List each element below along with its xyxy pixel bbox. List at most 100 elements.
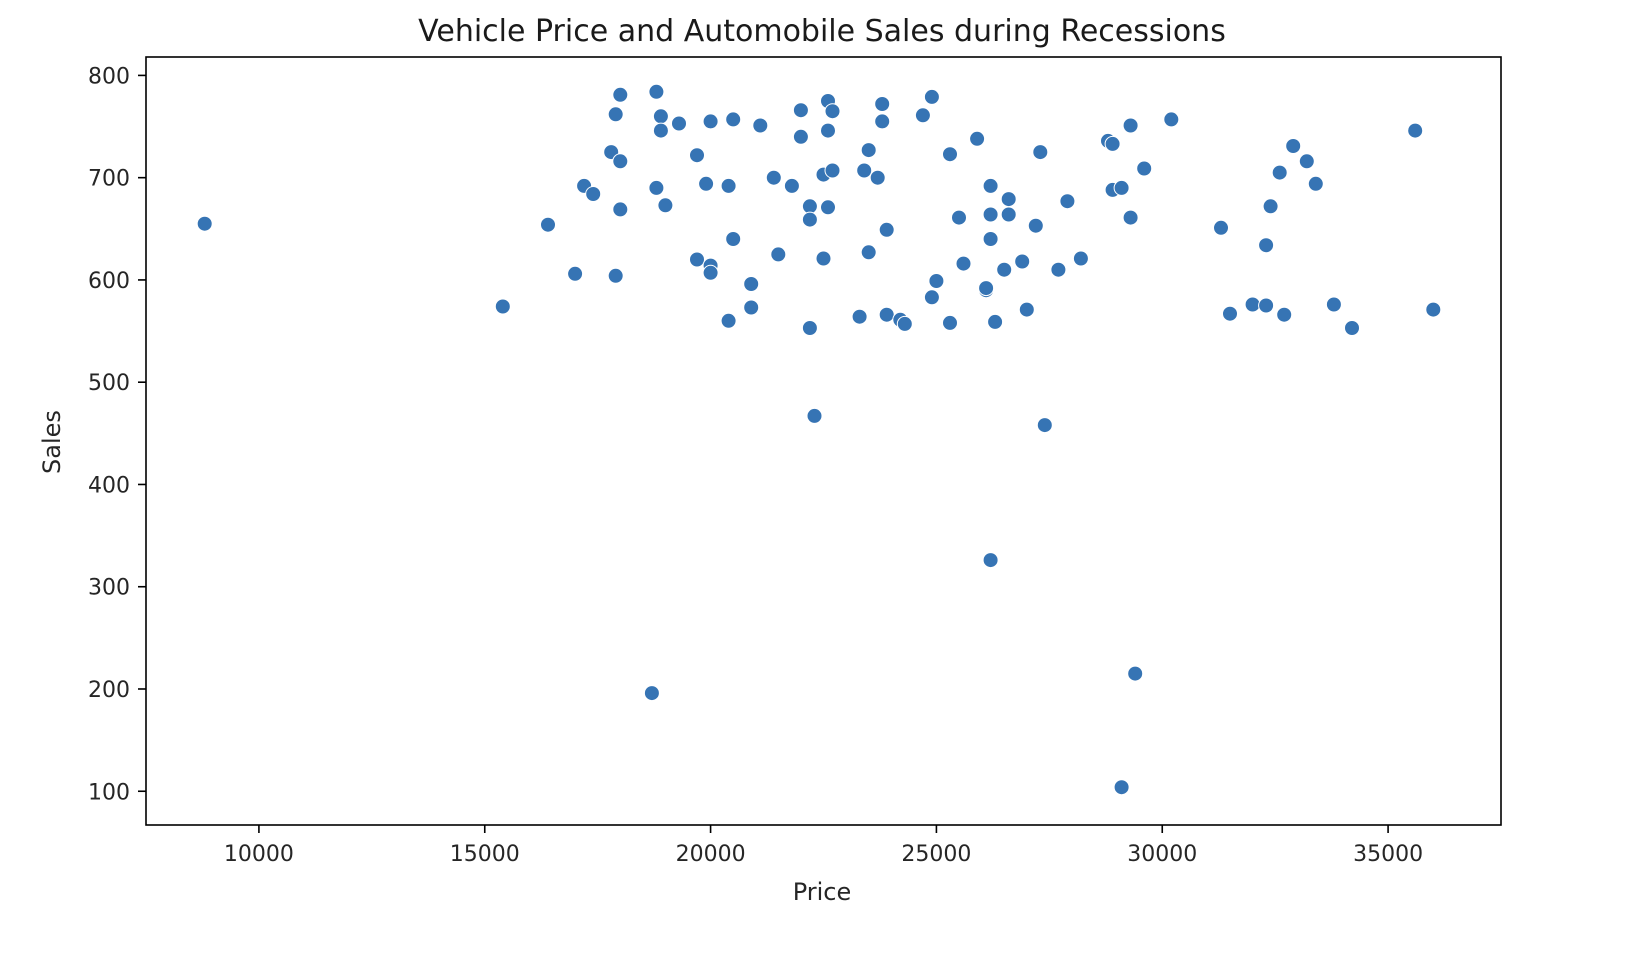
- data-point-1: [494, 298, 511, 315]
- data-point-109: [1407, 122, 1424, 139]
- data-point-21: [698, 175, 715, 192]
- data-point-36: [792, 102, 809, 119]
- data-point-96: [1213, 219, 1229, 236]
- data-point-19: [689, 147, 705, 164]
- data-point-73: [982, 231, 999, 247]
- data-point-62: [928, 273, 945, 289]
- data-point-83: [1050, 261, 1067, 278]
- data-point-110: [1425, 301, 1442, 318]
- data-point-17: [657, 197, 674, 214]
- data-point-18: [671, 115, 687, 132]
- data-point-56: [878, 306, 895, 323]
- y-tick-label-300: 300: [88, 576, 130, 601]
- data-point-90: [1113, 179, 1130, 196]
- data-point-85: [1072, 250, 1089, 267]
- data-point-2: [540, 216, 556, 233]
- data-point-7: [607, 106, 624, 123]
- data-point-79: [1018, 301, 1035, 318]
- data-point-37: [801, 320, 818, 336]
- y-tick-label-500: 500: [88, 371, 130, 396]
- data-point-98: [1244, 296, 1261, 313]
- data-point-94: [1136, 160, 1153, 177]
- x-tick-label-10000: 10000: [224, 842, 294, 867]
- data-point-81: [1032, 144, 1049, 161]
- y-tick-label-100: 100: [88, 780, 130, 805]
- data-point-80: [1027, 217, 1044, 234]
- data-point-91: [1122, 209, 1139, 226]
- data-point-76: [1000, 191, 1017, 208]
- x-tick-label-25000: 25000: [901, 842, 971, 867]
- data-point-11: [612, 201, 629, 218]
- data-point-32: [765, 169, 782, 186]
- data-point-3: [567, 265, 584, 282]
- points-layer: [196, 83, 1442, 796]
- data-point-101: [1262, 198, 1279, 215]
- data-point-65: [951, 209, 967, 226]
- data-point-104: [1285, 138, 1302, 154]
- y-tick-label-800: 800: [88, 64, 130, 89]
- data-point-84: [1059, 193, 1076, 210]
- data-point-31: [752, 117, 769, 134]
- data-point-67: [969, 130, 986, 147]
- data-point-25: [720, 177, 737, 194]
- data-point-27: [725, 111, 742, 128]
- data-point-100: [1258, 237, 1275, 254]
- data-point-22: [702, 113, 719, 130]
- data-point-95: [1163, 111, 1180, 128]
- data-point-102: [1271, 164, 1288, 181]
- x-axis-label: Price: [793, 878, 852, 906]
- data-point-60: [923, 88, 940, 105]
- data-point-30: [743, 299, 760, 316]
- data-point-0: [196, 215, 213, 232]
- data-point-26: [720, 312, 737, 329]
- data-point-34: [783, 177, 800, 194]
- data-point-105: [1298, 153, 1315, 170]
- data-point-10: [612, 153, 629, 170]
- plot-frame: [145, 56, 1502, 826]
- x-tick-label-20000: 20000: [676, 842, 746, 867]
- data-point-59: [914, 107, 931, 124]
- data-point-75: [996, 261, 1013, 278]
- data-point-8: [607, 267, 624, 284]
- data-point-44: [820, 122, 836, 139]
- x-tick-label-30000: 30000: [1127, 842, 1197, 867]
- data-point-71: [982, 552, 999, 569]
- data-point-61: [923, 289, 940, 306]
- data-point-38: [801, 198, 818, 215]
- y-tick-label-400: 400: [88, 473, 130, 498]
- data-point-52: [869, 169, 886, 186]
- chart-title: Vehicle Price and Automobile Sales durin…: [418, 14, 1226, 49]
- data-point-16: [652, 122, 669, 139]
- data-point-15: [652, 108, 669, 125]
- data-point-48: [851, 308, 868, 325]
- data-point-78: [1014, 253, 1031, 270]
- data-point-106: [1307, 175, 1324, 192]
- data-point-12: [643, 685, 660, 702]
- data-point-47: [824, 162, 841, 179]
- data-point-58: [896, 315, 913, 332]
- data-point-13: [648, 179, 665, 196]
- data-point-97: [1222, 305, 1238, 322]
- data-point-103: [1276, 306, 1293, 323]
- data-point-53: [874, 96, 891, 112]
- data-point-24: [702, 264, 719, 281]
- y-tick-label-700: 700: [88, 167, 130, 192]
- data-point-51: [860, 244, 877, 261]
- data-point-93: [1127, 665, 1144, 682]
- y-axis-label: Sales: [38, 410, 66, 474]
- x-tick-label-15000: 15000: [450, 842, 520, 867]
- data-point-33: [770, 246, 787, 263]
- data-point-66: [955, 255, 972, 272]
- data-point-49: [856, 162, 873, 179]
- y-axis: 100 200 300 400 500 600 700 800: [88, 64, 146, 805]
- data-point-39: [801, 211, 818, 228]
- data-point-20: [689, 251, 705, 268]
- data-point-63: [942, 146, 958, 163]
- data-point-74: [987, 313, 1004, 330]
- data-point-35: [792, 128, 809, 145]
- y-tick-label-200: 200: [88, 678, 130, 703]
- data-point-46: [824, 103, 841, 120]
- data-point-29: [743, 276, 760, 292]
